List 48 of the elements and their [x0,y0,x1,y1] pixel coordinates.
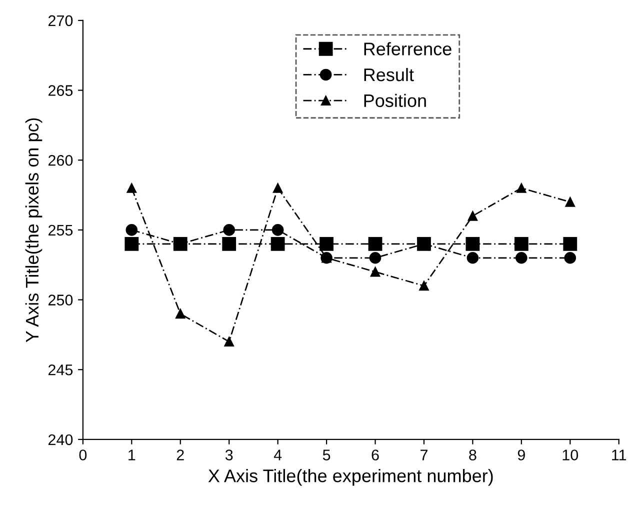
point [368,236,382,251]
point [369,252,382,264]
point [419,280,429,291]
x-tick-label: 10 [562,450,578,460]
y-tick-label: 240 [48,434,73,446]
point [224,336,234,347]
legend-label: Referrence [364,42,452,56]
point [466,252,479,264]
x-tick-label: 2 [176,450,184,460]
x-tick-label: 3 [225,450,233,460]
x-tick-label: 9 [518,450,525,460]
x-tick-label: 1 [128,450,136,460]
point [272,183,283,193]
point [565,197,575,207]
point [468,211,478,221]
x-tick-label: 7 [420,450,428,460]
point [516,183,526,193]
y-tick-label: 265 [48,85,73,96]
y-tick-label: 255 [48,224,73,236]
point [126,183,137,193]
legend-label: Result [364,68,414,82]
point [272,224,284,236]
y-tick-label: 245 [48,364,73,376]
point [176,308,186,319]
y-tick-label: 250 [48,294,73,306]
point [516,252,528,264]
x-axis-title: X Axis Title(the experiment number) [208,468,493,486]
x-tick-label: 11 [612,450,626,460]
point [514,236,528,251]
point [466,236,480,251]
y-axis-title: Y Axis Title(the pixels on pc) [25,118,42,342]
x-tick-label: 4 [274,450,282,460]
y-tick-label: 270 [48,15,73,26]
x-tick-label: 8 [469,450,476,460]
point [126,224,138,236]
legend-label: Position [364,94,426,108]
x-tick-label: 0 [79,450,87,460]
point [270,236,285,251]
point [124,236,139,251]
point [564,252,576,264]
point [563,236,578,251]
x-tick-label: 6 [372,450,379,460]
point [223,224,236,236]
x-tick-label: 5 [322,450,330,460]
y-tick-label: 260 [48,154,73,166]
point [370,266,380,277]
point [320,236,334,251]
point [222,236,236,251]
